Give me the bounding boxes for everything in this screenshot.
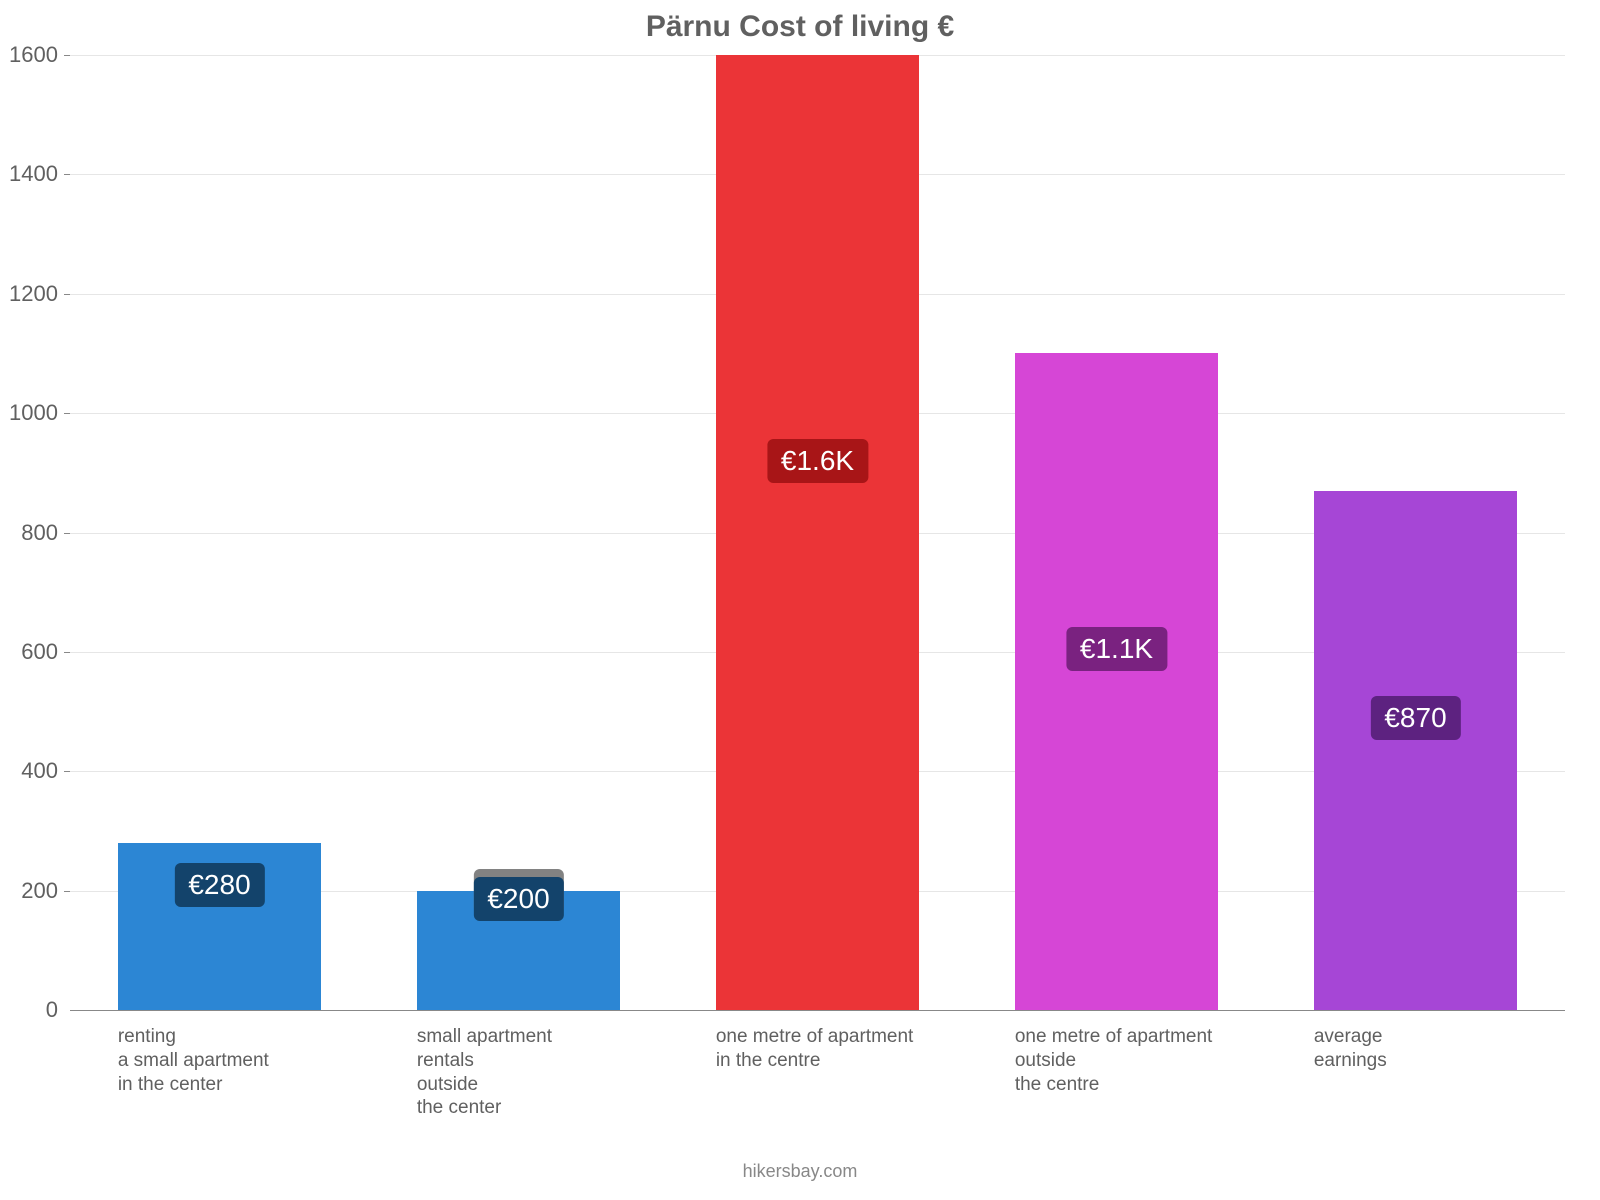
y-axis-tick-label: 600 [0, 639, 58, 665]
x-axis-tick-label: average earnings [1314, 1025, 1517, 1073]
x-axis-line [70, 1010, 1565, 1011]
y-tick-mark [64, 771, 70, 772]
y-axis-tick-label: 1000 [0, 400, 58, 426]
x-axis-tick-label: renting a small apartment in the center [118, 1025, 321, 1096]
y-tick-mark [64, 652, 70, 653]
y-axis-tick-label: 1400 [0, 161, 58, 187]
y-axis-tick-label: 200 [0, 878, 58, 904]
plot-area: 02004006008001000120014001600renting a s… [70, 55, 1565, 1010]
x-axis-tick-label: one metre of apartment in the centre [716, 1025, 919, 1073]
y-tick-mark [64, 413, 70, 414]
y-axis-tick-label: 1600 [0, 42, 58, 68]
y-tick-mark [64, 294, 70, 295]
y-tick-mark [64, 55, 70, 56]
bar [417, 891, 620, 1010]
attribution-text: hikersbay.com [0, 1161, 1600, 1182]
chart-title: Pärnu Cost of living € [0, 10, 1600, 44]
chart-container: Pärnu Cost of living €020040060080010001… [0, 0, 1600, 1200]
y-tick-mark [64, 891, 70, 892]
y-axis-tick-label: 800 [0, 520, 58, 546]
bar [1015, 353, 1218, 1010]
bar [1314, 491, 1517, 1010]
y-tick-mark [64, 174, 70, 175]
y-tick-mark [64, 533, 70, 534]
x-axis-tick-label: one metre of apartment outside the centr… [1015, 1025, 1218, 1096]
y-axis-tick-label: 1200 [0, 281, 58, 307]
bar [118, 843, 321, 1010]
bar [716, 55, 919, 1010]
x-axis-tick-label: small apartment rentals outside the cent… [417, 1025, 620, 1120]
y-axis-tick-label: 400 [0, 758, 58, 784]
y-axis-tick-label: 0 [0, 997, 58, 1023]
